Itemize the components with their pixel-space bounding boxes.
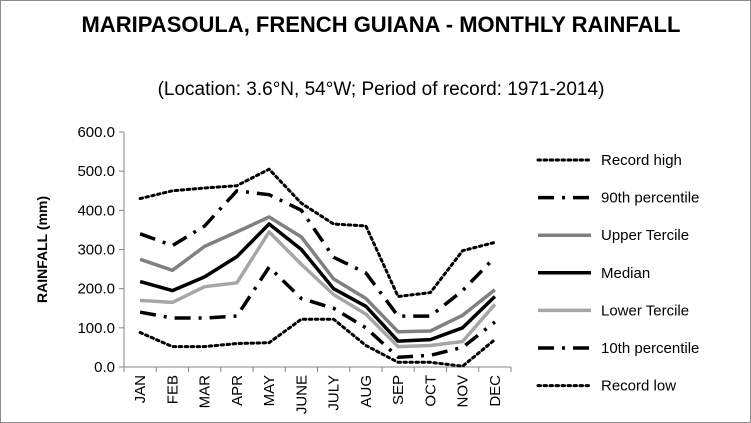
- series-line-upper-tercile: [139, 215, 496, 334]
- x-tick-label: JULY: [326, 375, 343, 411]
- x-tick-label: MAY: [261, 375, 278, 406]
- y-axis-title: RAINFALL (mm): [34, 196, 50, 303]
- legend-label-median: Median: [601, 265, 650, 282]
- legend-label-upper-tercile: Upper Tercile: [601, 227, 689, 244]
- y-tick-label: 200.0: [77, 281, 115, 298]
- x-tick-label: JUNE: [293, 375, 310, 414]
- series-line-record-low: [138, 317, 497, 368]
- legend-label-record-low: Record low: [601, 378, 676, 395]
- y-tick-label: 600.0: [77, 124, 115, 141]
- y-tick-label: 100.0: [77, 320, 115, 337]
- series-line-record-high: [138, 167, 497, 298]
- x-tick-label: FEB: [164, 375, 181, 404]
- y-tick-label: 0.0: [94, 359, 115, 376]
- series-line-median: [139, 222, 497, 343]
- x-tick-label: OCT: [422, 375, 439, 407]
- y-tick-label: 500.0: [77, 163, 115, 180]
- series-line-lower-tercile: [139, 230, 497, 349]
- x-tick-label: DEC: [487, 375, 504, 407]
- x-tick-label: AUG: [358, 375, 375, 408]
- x-tick-label: JAN: [132, 375, 149, 403]
- chart-title: MARIPASOULA, FRENCH GUIANA - MONTHLY RAI…: [81, 12, 681, 37]
- series-line-10th-percentile: [139, 265, 496, 359]
- y-tick-label: 400.0: [77, 202, 115, 219]
- x-tick-label: NOV: [455, 375, 472, 408]
- legend-label-10th-percentile: 10th percentile: [601, 340, 699, 357]
- legend-label-lower-tercile: Lower Tercile: [601, 302, 689, 319]
- x-tick-label: APR: [229, 375, 246, 406]
- y-tick-label: 300.0: [77, 242, 115, 259]
- legend-label-90th-percentile: 90th percentile: [601, 190, 699, 207]
- x-tick-label: MAR: [197, 375, 214, 409]
- series-line-90th-percentile: [139, 189, 497, 318]
- chart-subtitle: (Location: 3.6°N, 54°W; Period of record…: [157, 79, 605, 100]
- legend-label-record-high: Record high: [601, 152, 682, 169]
- x-tick-label: SEP: [390, 375, 407, 405]
